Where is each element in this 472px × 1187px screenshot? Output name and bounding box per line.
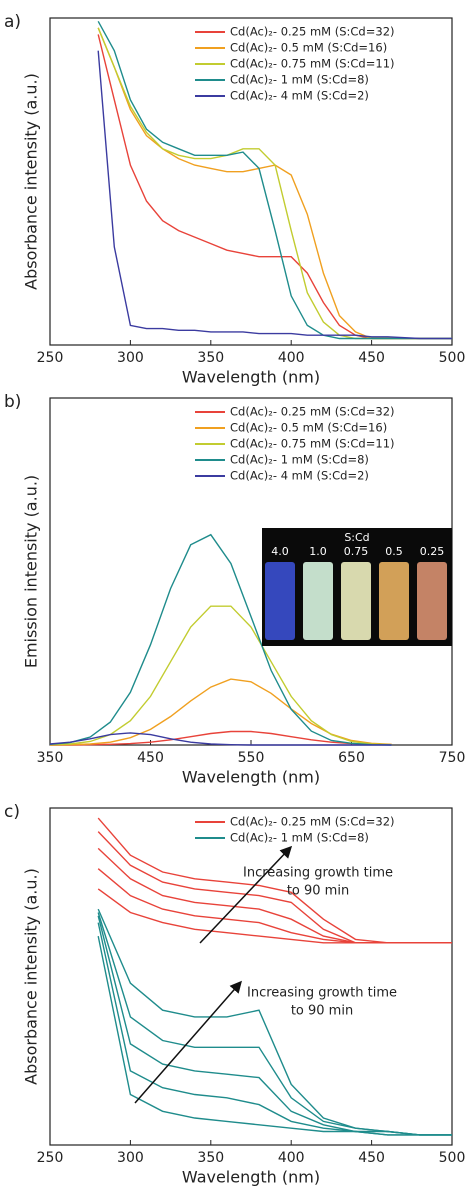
x-axis-label: Wavelength (nm) (182, 768, 320, 787)
x-tick-label: 650 (338, 750, 365, 766)
data-line (97, 922, 452, 1136)
inset-label: 0.75 (344, 545, 369, 558)
inset-title: S:Cd (344, 531, 369, 544)
y-axis-label: Absorbance intensity (a.u.) (22, 868, 41, 1085)
y-axis-label: Absorbance intensity (a.u.) (22, 73, 41, 290)
legend-label: Cd(Ac)₂- 1 mM (S:Cd=8) (230, 73, 369, 87)
x-tick-label: 300 (117, 1150, 144, 1166)
x-tick-label: 350 (197, 1150, 224, 1166)
legend-label: Cd(Ac)₂- 0.25 mM (S:Cd=32) (230, 25, 395, 39)
x-tick-label: 350 (37, 750, 64, 766)
plot-frame (49, 17, 453, 346)
plot-frame (49, 807, 453, 1146)
x-tick-label: 350 (197, 350, 224, 366)
data-line (97, 935, 452, 1136)
data-line (50, 730, 392, 746)
y-axis-label: Emission intensity (a.u.) (22, 475, 41, 668)
data-line (97, 915, 452, 1136)
x-tick-label: 500 (439, 1150, 466, 1166)
x-axis-label: Wavelength (nm) (182, 368, 320, 387)
data-line (97, 831, 452, 944)
data-line (97, 20, 452, 340)
inset-label: 0.5 (385, 545, 403, 558)
data-line (97, 817, 452, 944)
legend-label: Cd(Ac)₂- 0.75 mM (S:Cd=11) (230, 437, 395, 451)
panel-label: a) (4, 12, 21, 32)
legend-label: Cd(Ac)₂- 0.5 mM (S:Cd=16) (230, 421, 387, 435)
legend-label: Cd(Ac)₂- 0.25 mM (S:Cd=32) (230, 405, 395, 419)
inset-photo: S:Cd 4.0 1.0 0.75 0.5 0.25 (262, 528, 452, 646)
annotation: to 90 min (291, 1004, 353, 1019)
data-line (97, 912, 452, 1136)
data-line (97, 847, 452, 944)
legend-label: Cd(Ac)₂- 0.5 mM (S:Cd=16) (230, 41, 387, 55)
data-line (49, 732, 392, 746)
data-line (97, 34, 452, 340)
x-tick-label: 400 (278, 1150, 305, 1166)
vial (379, 562, 409, 640)
panel-label: c) (4, 802, 20, 822)
x-tick-label: 300 (117, 350, 144, 366)
annotation-arrow (199, 845, 293, 944)
legend-label: Cd(Ac)₂- 1 mM (S:Cd=8) (230, 453, 369, 467)
data-line (49, 533, 392, 746)
inset-label: 4.0 (271, 545, 289, 558)
annotation: to 90 min (287, 884, 349, 899)
legend-label: Cd(Ac)₂- 0.25 mM (S:Cd=32) (230, 815, 395, 829)
data-line (97, 50, 452, 340)
x-axis-label: Wavelength (nm) (182, 1168, 320, 1187)
data-line (97, 888, 452, 944)
legend-label: Cd(Ac)₂- 1 mM (S:Cd=8) (230, 831, 369, 845)
data-line (97, 908, 452, 1136)
vial (341, 562, 371, 640)
vial (303, 562, 333, 640)
x-tick-label: 450 (358, 350, 385, 366)
data-line (49, 678, 392, 746)
annotation: Increasing growth time (247, 986, 397, 1001)
x-tick-label: 250 (37, 350, 64, 366)
x-tick-label: 550 (238, 750, 265, 766)
annotation: Increasing growth time (243, 866, 393, 881)
x-tick-label: 750 (439, 750, 466, 766)
x-tick-label: 500 (439, 350, 466, 366)
legend-label: Cd(Ac)₂- 4 mM (S:Cd=2) (230, 89, 369, 103)
inset-label: 0.25 (420, 545, 445, 558)
x-tick-label: 400 (278, 350, 305, 366)
x-tick-label: 250 (37, 1150, 64, 1166)
x-tick-label: 450 (358, 1150, 385, 1166)
inset-label: 1.0 (309, 545, 327, 558)
x-tick-label: 450 (137, 750, 164, 766)
legend-label: Cd(Ac)₂- 4 mM (S:Cd=2) (230, 469, 369, 483)
panel-label: b) (4, 392, 21, 412)
vial (417, 562, 447, 640)
legend-label: Cd(Ac)₂- 0.75 mM (S:Cd=11) (230, 57, 395, 71)
vial (265, 562, 295, 640)
annotation-arrow (134, 980, 242, 1104)
